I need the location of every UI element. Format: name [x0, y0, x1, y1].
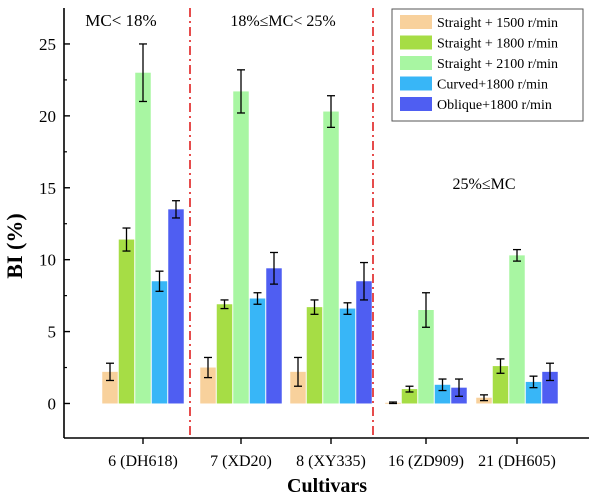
region-labels: MC< 18% 18%≤MC< 25% 25%≤MC — [85, 11, 515, 193]
bar — [542, 371, 558, 404]
x-axis-label: Cultivars — [287, 475, 367, 497]
bar — [168, 209, 184, 404]
x-tick-label: 6 (DH618) — [108, 453, 178, 470]
legend-label: Straight + 2100 r/min — [437, 57, 558, 72]
legend: Straight + 1500 r/min Straight + 1800 r/m… — [391, 8, 584, 122]
legend-label: Straight + 1500 r/min — [437, 16, 558, 31]
x-tick-label: 8 (XY335) — [296, 453, 366, 470]
error-bars — [106, 43, 554, 405]
x-tick-label: 7 (XD20) — [210, 453, 272, 470]
region-label: 18%≤MC< 25% — [230, 13, 335, 30]
region-dividers — [189, 8, 374, 438]
x-tick-label: 21 (DH605) — [478, 453, 556, 470]
legend-swatch — [400, 35, 432, 50]
y-tick-label: 20 — [39, 107, 56, 126]
x-axis: 6 (DH618) 7 (XD20) 8 (XY335) 16 (ZD909) 21 (… — [108, 438, 556, 470]
bar — [118, 239, 135, 404]
bar — [356, 281, 372, 404]
y-tick-label: 10 — [39, 251, 56, 270]
bar — [339, 308, 356, 404]
bar — [509, 255, 525, 404]
bar — [216, 304, 233, 404]
bar — [135, 72, 151, 404]
legend-label: Curved+1800 r/min — [437, 78, 548, 93]
bar — [249, 298, 266, 404]
y-tick-label: 25 — [39, 35, 56, 54]
legend-swatch — [400, 97, 432, 111]
bar — [418, 310, 434, 404]
bar — [233, 91, 249, 404]
y-axis-label: BI (%) — [2, 213, 27, 278]
x-tick-label: 16 (ZD909) — [388, 453, 464, 470]
region-label: 25%≤MC — [452, 176, 515, 193]
bar — [492, 366, 509, 404]
bar — [323, 111, 339, 404]
region-label: MC< 18% — [85, 11, 156, 30]
legend-swatch — [400, 56, 432, 70]
bar — [200, 367, 216, 404]
bar — [401, 389, 418, 404]
legend-swatch — [400, 15, 432, 29]
legend-label: Straight + 1800 r/min — [437, 37, 558, 52]
y-tick-label: 15 — [39, 179, 56, 198]
y-tick-label: 0 — [48, 394, 57, 413]
bar — [102, 371, 118, 404]
bar — [434, 384, 451, 404]
y-tick-label: 5 — [48, 323, 57, 342]
bar — [151, 281, 168, 404]
bar — [306, 307, 323, 404]
bar — [290, 371, 306, 404]
y-axis: 0 5 10 15 20 25 — [39, 35, 70, 413]
bar — [266, 268, 282, 404]
legend-swatch — [400, 76, 432, 91]
bars — [102, 72, 558, 404]
legend-label: Oblique+1800 r/min — [437, 98, 552, 113]
